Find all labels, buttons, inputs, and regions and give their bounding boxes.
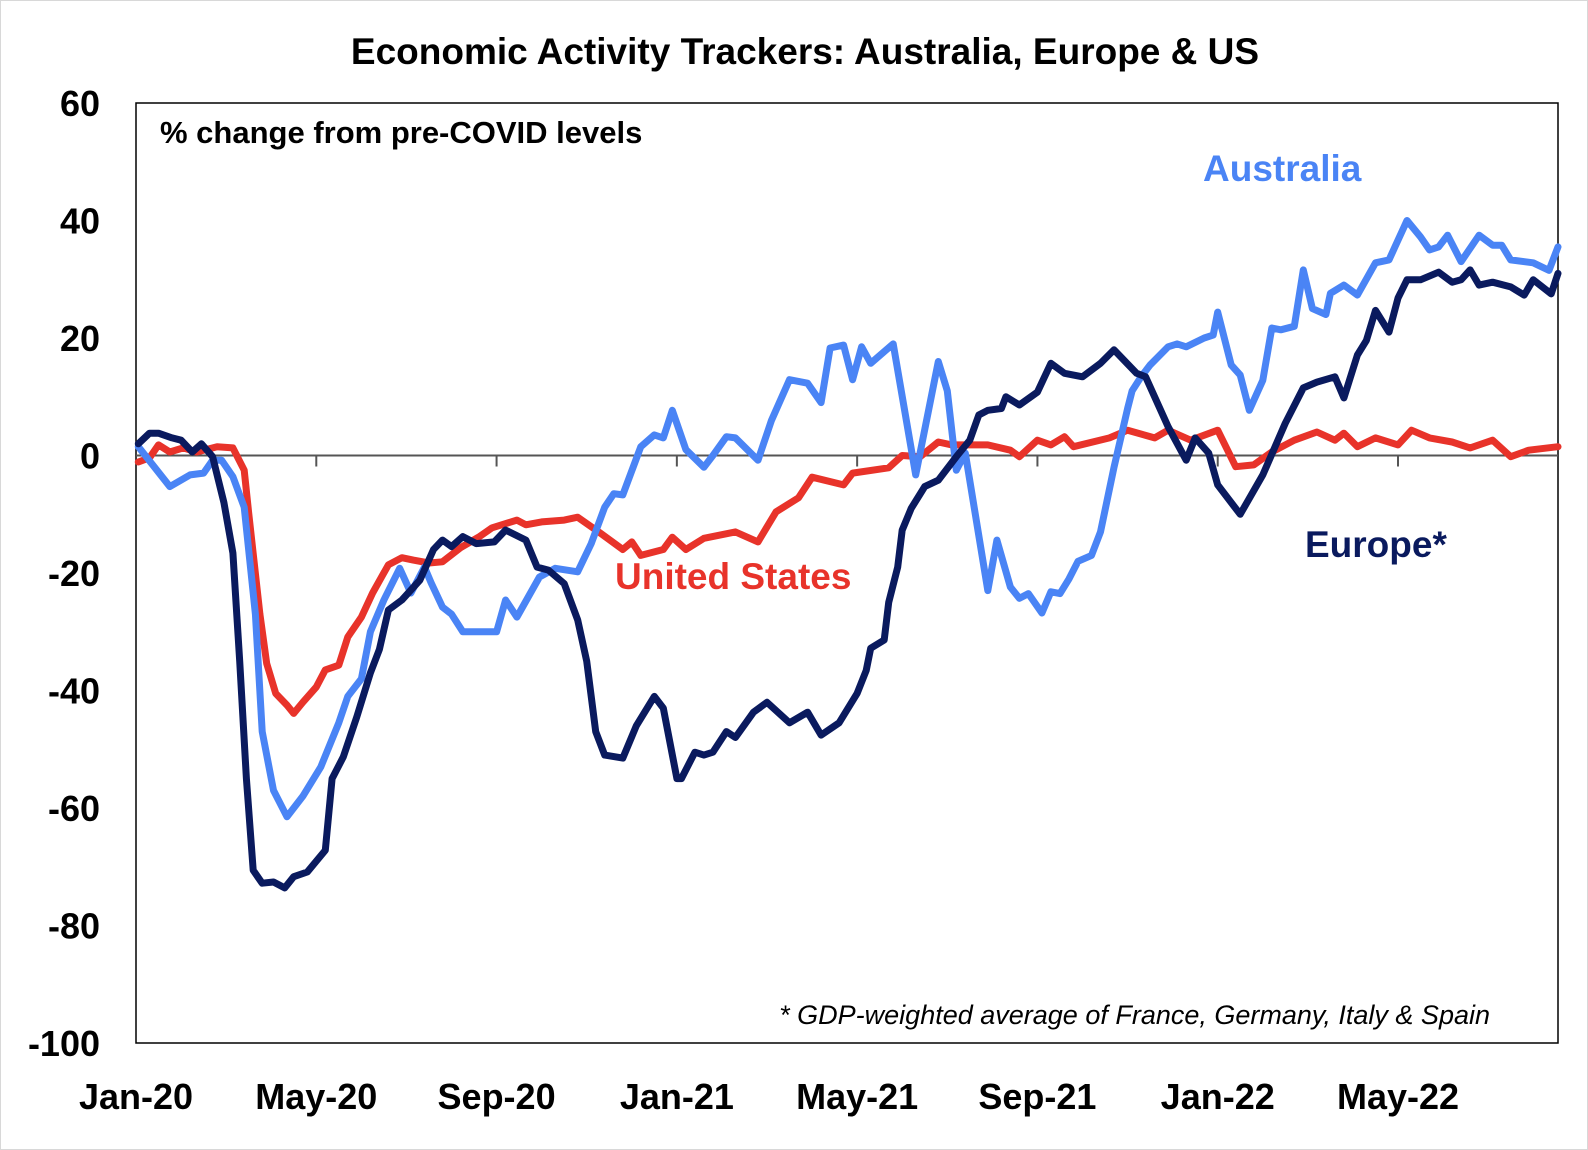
y-tick-label: -40	[48, 671, 100, 712]
plot-area	[135, 102, 1559, 1044]
label-australia: Australia	[1203, 148, 1362, 189]
y-tick-label: 40	[60, 201, 100, 242]
footnote: * GDP-weighted average of France, German…	[779, 1000, 1490, 1030]
series-line-europe	[134, 266, 1562, 892]
x-tick-label: Sep-20	[438, 1076, 556, 1117]
y-tick-label: -20	[48, 553, 100, 594]
y-tick-label: 60	[60, 83, 100, 124]
x-tick-label: May-21	[796, 1076, 918, 1117]
x-tick-label: Jan-21	[620, 1076, 734, 1117]
y-axis: 60 40 20 0 -20 -40 -60 -80 -100	[28, 83, 100, 1064]
y-tick-label: -100	[28, 1023, 100, 1064]
x-tick-label: May-22	[1337, 1076, 1459, 1117]
label-europe: Europe*	[1305, 524, 1447, 565]
chart-title: Economic Activity Trackers: Australia, E…	[351, 31, 1259, 72]
series-line-australia	[134, 217, 1562, 821]
x-tick-label: Jan-22	[1161, 1076, 1275, 1117]
label-united-states: United States	[615, 556, 851, 597]
x-tick-label: Jan-20	[79, 1076, 193, 1117]
x-tick-label: Sep-21	[978, 1076, 1096, 1117]
x-tick-label: May-20	[255, 1076, 377, 1117]
series-line-united-states	[134, 426, 1562, 717]
y-tick-label: -60	[48, 788, 100, 829]
chart-subtitle: % change from pre-COVID levels	[160, 115, 642, 150]
x-axis: Jan-20 May-20 Sep-20 Jan-21 May-21 Sep-21 Jan-…	[79, 455, 1459, 1117]
y-tick-label: -80	[48, 906, 100, 947]
y-tick-label: 20	[60, 318, 100, 359]
y-tick-label: 0	[80, 436, 100, 477]
series-lines	[134, 217, 1562, 892]
